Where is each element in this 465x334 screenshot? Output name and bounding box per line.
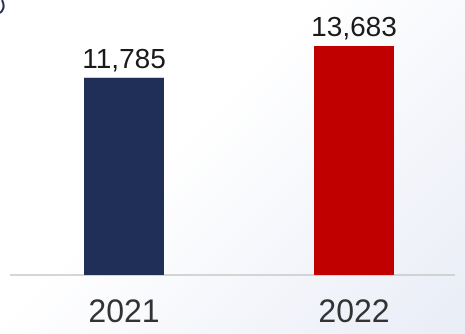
x-tick-label-2021: 2021: [88, 293, 159, 329]
x-tick-label-2022: 2022: [318, 293, 389, 329]
data-label-2021: 11,785: [82, 43, 166, 74]
data-label-2022: 13,683: [311, 11, 397, 42]
corner-decoration-icon: [0, 0, 5, 14]
bar-2021: [84, 77, 164, 275]
bar-2022: [314, 46, 394, 275]
